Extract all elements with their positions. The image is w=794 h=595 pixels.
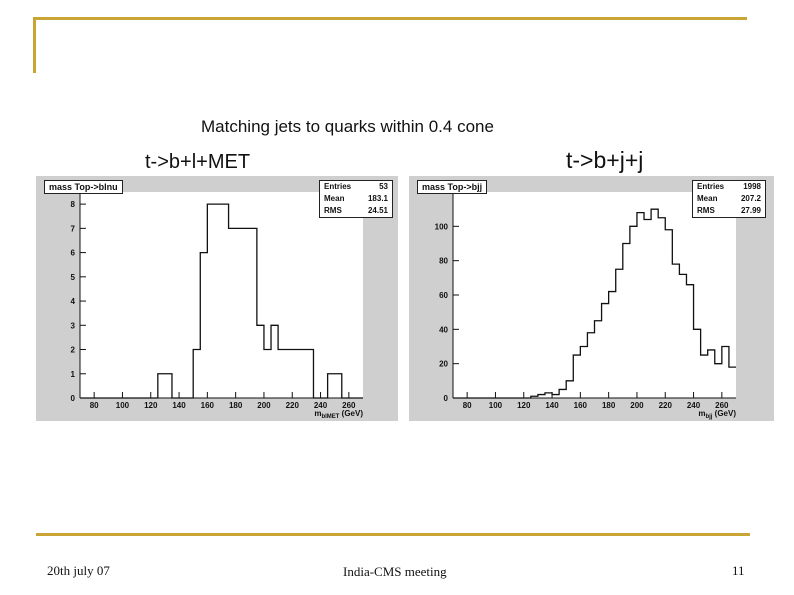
x-tick-label: 140	[172, 401, 186, 410]
label-right-decay: t->b+j+j	[566, 147, 644, 173]
y-tick-label: 40	[439, 325, 448, 334]
stat-value: 207.2	[740, 194, 761, 203]
histogram-step-line	[453, 208, 736, 399]
y-tick-label: 60	[439, 291, 448, 300]
stat-label: RMS	[324, 206, 342, 215]
x-tick-label: 120	[517, 401, 531, 410]
x-axis-title: mblMET (GeV)	[314, 409, 363, 420]
y-tick-label: 80	[439, 257, 448, 266]
x-tick-label: 160	[201, 401, 215, 410]
stat-value: 24.51	[367, 206, 388, 215]
y-tick-label: 100	[435, 222, 449, 231]
y-tick-label: 6	[71, 249, 76, 258]
y-tick-label: 5	[71, 273, 76, 282]
x-tick-label: 180	[229, 401, 243, 410]
x-tick-label: 200	[630, 401, 644, 410]
hist-title-right: mass Top->bjj	[417, 180, 488, 194]
y-tick-label: 7	[71, 224, 76, 233]
footer-date: 20th july 07	[47, 563, 110, 578]
y-tick-label: 0	[444, 394, 449, 403]
x-tick-label: 120	[144, 401, 158, 410]
x-tick-label: 220	[659, 401, 673, 410]
x-tick-label: 180	[602, 401, 616, 410]
plot-area	[453, 192, 736, 398]
x-tick-label: 260	[342, 401, 356, 410]
label-left-decay: t->b+l+MET	[145, 151, 251, 173]
stat-label: Entries	[697, 182, 725, 191]
stat-label: Entries	[324, 182, 352, 191]
x-tick-label: 80	[90, 401, 99, 410]
x-tick-label: 240	[687, 401, 701, 410]
slide-heading: Matching jets to quarks within 0.4 cone	[201, 117, 494, 136]
x-tick-label: 240	[314, 401, 328, 410]
footer-meeting: India-CMS meeting	[343, 564, 447, 579]
footer-page-number: 11	[732, 563, 745, 578]
y-tick-label: 2	[71, 346, 76, 355]
x-tick-label: 140	[545, 401, 559, 410]
histogram-step-line	[80, 203, 363, 399]
y-tick-label: 3	[71, 321, 76, 330]
top-rule	[33, 17, 747, 20]
x-tick-label: 200	[257, 401, 271, 410]
stat-label: Mean	[324, 194, 345, 203]
x-tick-label: 100	[489, 401, 503, 410]
statbox-left: Entries 53 Mean 183.1 RMS 24.51	[319, 180, 393, 218]
x-tick-label: 160	[574, 401, 588, 410]
hist-title-left: mass Top->blnu	[44, 180, 123, 194]
stat-value: 53	[379, 182, 388, 191]
x-tick-label: 80	[463, 401, 472, 410]
y-tick-label: 4	[71, 297, 76, 306]
y-tick-label: 8	[71, 200, 76, 209]
x-tick-label: 260	[715, 401, 729, 410]
y-tick-label: 1	[71, 370, 76, 379]
bottom-rule	[36, 533, 750, 536]
left-rule	[33, 17, 36, 73]
histogram-panel-left: 80 100 120 140 160 180 200 220 240 260 0 1 2 3 4 5 6 7 8 mb…	[36, 176, 398, 421]
stat-label: RMS	[697, 206, 715, 215]
histogram-left: 80 100 120 140 160 180 200 220 240 260 0 1 2 3 4 5 6 7 8 mb…	[71, 192, 363, 420]
x-tick-label: 100	[116, 401, 130, 410]
statbox-right: Entries 1998 Mean 207.2 RMS 27.99	[692, 180, 766, 218]
y-tick-label: 0	[71, 394, 76, 403]
histogram-panel-right: 80 100 120 140 160 180 200 220 240 260 0 20 40 60 80 10…	[409, 176, 774, 421]
x-tick-label: 220	[286, 401, 300, 410]
stat-value: 183.1	[367, 194, 388, 203]
stat-label: Mean	[697, 194, 718, 203]
x-axis-title: mbjj (GeV)	[698, 409, 736, 420]
stat-value: 27.99	[740, 206, 761, 215]
plot-area	[80, 192, 363, 398]
y-tick-label: 20	[439, 360, 448, 369]
histogram-right: 80 100 120 140 160 180 200 220 240 260 0 20 40 60 80 10…	[435, 192, 736, 420]
stat-value: 1998	[743, 182, 761, 191]
